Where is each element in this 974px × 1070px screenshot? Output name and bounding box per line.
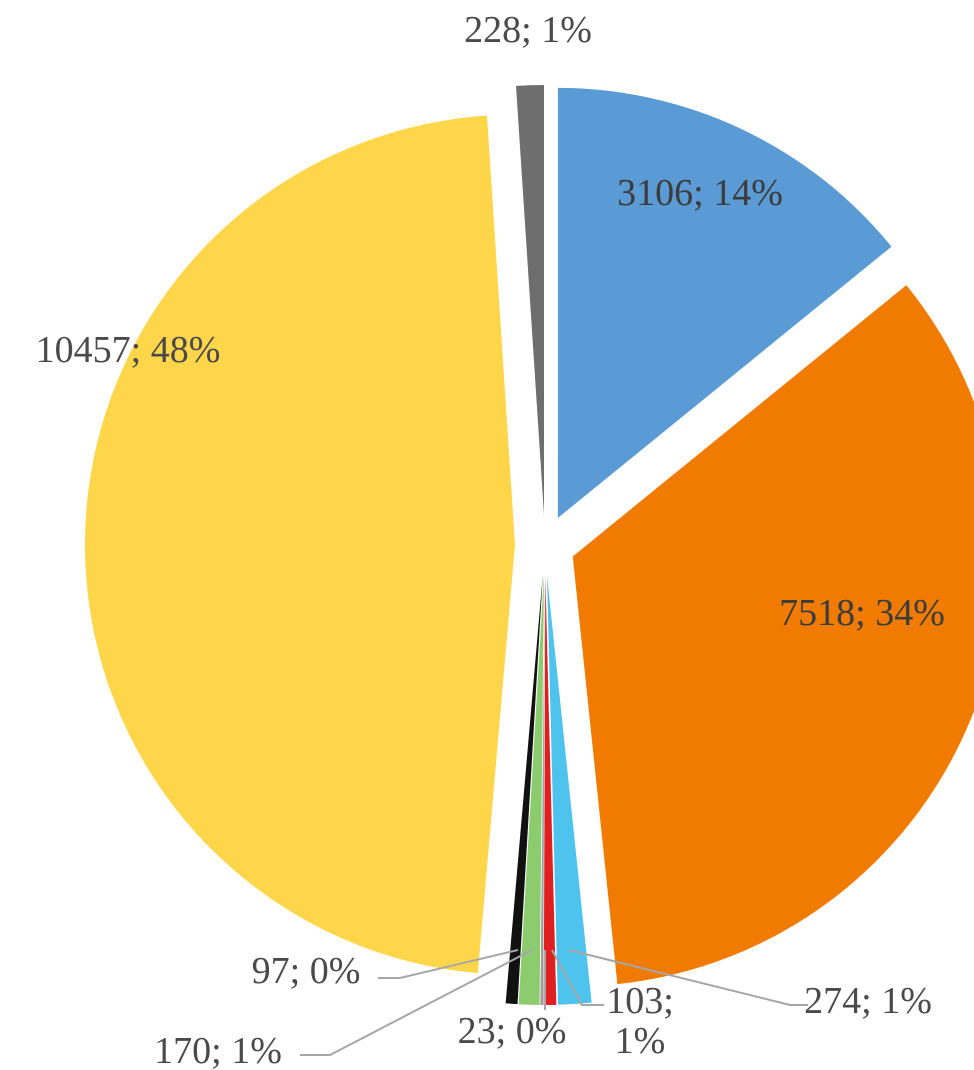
pie-slices: [84, 85, 974, 1006]
data-label: 170; 1%: [154, 1030, 282, 1070]
data-label: 274; 1%: [804, 980, 932, 1022]
data-label: 7518; 34%: [779, 592, 945, 634]
pie-slice: [540, 575, 545, 1005]
pie-slice: [84, 115, 515, 974]
data-label: 228; 1%: [464, 9, 592, 51]
leader-line: [568, 949, 808, 1006]
data-label: 3106; 14%: [617, 172, 783, 214]
pie-slice: [543, 575, 557, 1006]
pie-slice: [572, 285, 974, 985]
data-label: 103; 1%: [606, 980, 674, 1062]
data-labels: 3106; 14% 7518; 34% 274; 1% 103; 1% 23; 0% 170…: [36, 9, 945, 1070]
pie-slice: [557, 87, 892, 518]
pie-slice: [546, 574, 592, 1005]
leader-line: [378, 949, 519, 979]
leader-lines: [300, 949, 808, 1056]
pie-slice: [505, 574, 543, 1005]
data-label: 23; 0%: [458, 1010, 567, 1052]
pie-slice: [516, 85, 545, 516]
pie-slice: [518, 574, 544, 1005]
data-label: 10457; 48%: [36, 329, 221, 371]
data-label: 97; 0%: [252, 950, 361, 992]
leader-line: [551, 949, 604, 1006]
leader-line: [300, 949, 533, 1056]
